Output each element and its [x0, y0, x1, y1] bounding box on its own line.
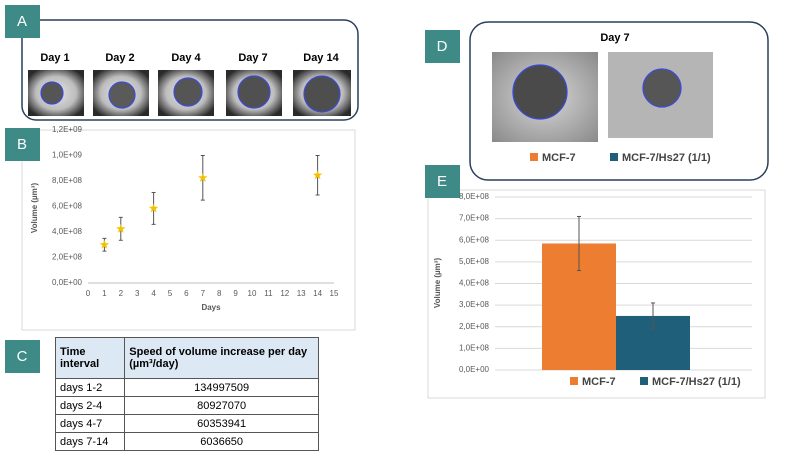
panel-frame: [469, 21, 769, 181]
x-tick-label: 0: [86, 289, 91, 298]
legend-swatch: [610, 153, 618, 161]
panel-label: B: [17, 136, 27, 153]
y-tick-label: 8,0E+08: [52, 176, 83, 185]
speed-table: Time interval Speed of volume increase p…: [54, 337, 319, 451]
y-tick-label: 6,0E+08: [52, 202, 83, 211]
x-tick-label: 10: [248, 289, 257, 298]
y-tick-label: 1,0E+08: [459, 343, 490, 352]
cell: days 7-14: [54, 432, 126, 451]
legend-label: MCF-7/Hs27 (1/1): [622, 152, 711, 164]
data-point: [116, 223, 126, 233]
cell: days 4-7: [54, 414, 126, 433]
table-row: days 4-7 60353941: [54, 414, 319, 433]
chart-frame: [21, 129, 356, 331]
table-row: days 1-2 134997509: [54, 378, 319, 397]
table-header: Time interval Speed of volume increase p…: [54, 337, 319, 379]
legend-swatch: [570, 377, 578, 385]
y-axis-label: Volume (µm³): [433, 258, 442, 309]
y-tick-label: 1,2E+09: [52, 125, 83, 134]
data-point: [312, 170, 323, 180]
x-tick-label: 1: [102, 289, 107, 298]
y-tick-label: 5,0E+08: [459, 257, 490, 266]
day-label: Day 4: [171, 52, 201, 64]
cell: 6036650: [124, 432, 319, 451]
panel-label: D: [437, 38, 448, 55]
panel-label: C: [17, 348, 28, 365]
panel-frame: [21, 19, 359, 121]
y-tick-label: 1,0E+09: [52, 151, 83, 160]
x-tick-label: 3: [135, 289, 140, 298]
panel-label: A: [17, 13, 27, 30]
day-label: Day 7: [238, 52, 267, 64]
y-axis-label: Volume (µm³): [30, 183, 39, 234]
x-tick-label: 11: [264, 289, 273, 298]
day-label: Day 2: [105, 52, 134, 64]
cell: 80927070: [124, 396, 319, 415]
x-tick-label: 4: [151, 289, 156, 298]
x-tick-label: 12: [280, 289, 289, 298]
x-tick-label: 5: [168, 289, 173, 298]
x-tick-label: 14: [313, 289, 322, 298]
cell: days 1-2: [54, 378, 126, 397]
x-tick-label: 2: [119, 289, 124, 298]
panel-label: E: [437, 173, 447, 190]
cell: 134997509: [124, 378, 319, 397]
legend-swatch: [640, 377, 648, 385]
y-tick-label: 4,0E+08: [459, 279, 490, 288]
y-tick-label: 4,0E+08: [52, 227, 83, 236]
table-row: days 2-4 80927070: [54, 396, 319, 415]
spheroid-images: [492, 52, 713, 142]
x-tick-label: 6: [184, 289, 189, 298]
y-tick-label: 2,0E+08: [459, 322, 490, 331]
x-tick-label: 7: [201, 289, 206, 298]
day-label: Day 14: [303, 52, 339, 64]
day-label: Day 1: [40, 52, 69, 64]
x-tick-label: 13: [297, 289, 306, 298]
cell: 60353941: [124, 414, 319, 433]
data-point: [148, 203, 159, 213]
legend-swatch: [530, 153, 538, 161]
legend-label: MCF-7: [582, 376, 616, 388]
x-axis-label: Days: [201, 303, 221, 312]
y-tick-label: 0,0E+00: [52, 278, 83, 287]
x-tick-label: 15: [330, 289, 339, 298]
legend-label: MCF-7/Hs27 (1/1): [652, 376, 741, 388]
y-tick-label: 8,0E+08: [459, 192, 490, 201]
x-tick-label: 8: [217, 289, 222, 298]
y-tick-label: 0,0E+00: [459, 365, 490, 374]
y-tick-label: 3,0E+08: [459, 300, 490, 309]
spheroid-images: [28, 70, 351, 116]
header-cell: Speed of volume increase per day (µm³/da…: [124, 337, 319, 379]
y-tick-label: 2,0E+08: [52, 253, 83, 262]
table-row: days 7-14 6036650: [54, 432, 319, 451]
panel-title: Day 7: [600, 32, 629, 44]
data-point: [99, 239, 110, 249]
y-tick-label: 7,0E+08: [459, 214, 490, 223]
data-point: [198, 172, 208, 182]
y-tick-label: 6,0E+08: [459, 235, 490, 244]
header-cell: Time interval: [54, 337, 126, 379]
x-tick-label: 9: [233, 289, 238, 298]
panel-labels: A B C D E: [5, 5, 460, 373]
legend-label: MCF-7: [542, 152, 576, 164]
cell: days 2-4: [54, 396, 126, 415]
